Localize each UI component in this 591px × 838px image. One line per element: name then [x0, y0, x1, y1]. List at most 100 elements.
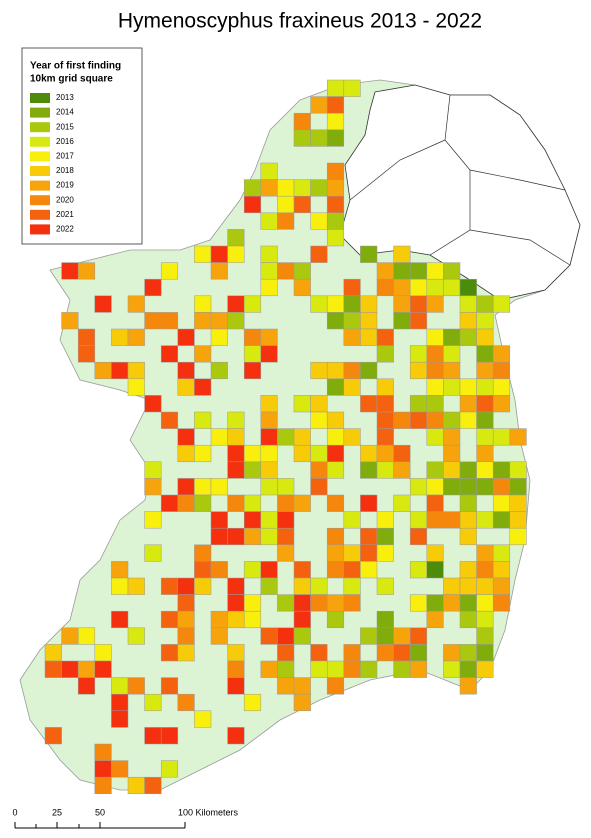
grid-square — [44, 727, 62, 745]
grid-square — [260, 511, 278, 529]
grid-square — [227, 494, 245, 512]
grid-square — [393, 262, 411, 280]
grid-square — [393, 644, 411, 662]
grid-square — [177, 328, 195, 346]
grid-square — [459, 494, 477, 512]
legend-items: 2013 2014 2015 2016 2017 2018 2019 2020 2021 2022 — [30, 93, 74, 235]
grid-square — [476, 561, 494, 579]
grid-square — [509, 511, 527, 529]
grid-square — [194, 444, 212, 463]
grid-square — [459, 644, 477, 662]
grid-square — [492, 544, 511, 562]
legend-swatch — [30, 122, 50, 133]
grid-square — [144, 312, 162, 330]
grid-square — [260, 411, 278, 429]
grid-square — [426, 395, 444, 413]
grid-square — [160, 345, 179, 363]
grid-square — [376, 278, 394, 297]
grid-square — [293, 195, 311, 214]
grid-square — [277, 262, 295, 280]
grid-square — [243, 361, 262, 380]
grid-square — [343, 428, 361, 446]
grid-square — [426, 511, 444, 529]
grid-square — [443, 461, 461, 479]
grid-square — [227, 411, 245, 429]
county-borders — [349, 94, 571, 266]
grid-square — [459, 478, 477, 496]
grid-square — [260, 527, 278, 546]
grid-square — [426, 610, 444, 629]
grid-square — [326, 610, 345, 629]
grid-square — [177, 610, 195, 629]
grid-square — [360, 444, 378, 463]
grid-square — [177, 627, 195, 645]
grid-square — [194, 561, 212, 579]
grid-square — [77, 262, 96, 280]
grid-square — [326, 295, 345, 313]
grid-square — [360, 544, 378, 562]
grid-square — [277, 494, 295, 512]
grid-square — [310, 395, 328, 413]
grid-square — [260, 660, 278, 678]
grid-square — [459, 677, 477, 695]
grid-square — [409, 644, 428, 662]
grid-square — [277, 644, 295, 662]
grid-square — [227, 295, 245, 313]
grid-square — [177, 444, 195, 463]
grid-square — [443, 644, 461, 662]
grid-square — [393, 278, 411, 297]
grid-square — [326, 179, 345, 197]
grid-square — [210, 428, 228, 446]
grid-square — [443, 511, 461, 529]
legend-label: 2016 — [56, 137, 74, 146]
grid-square — [376, 345, 394, 363]
grid-square — [293, 677, 311, 695]
grid-square — [409, 312, 428, 330]
grid-square — [293, 179, 311, 197]
grid-square — [326, 544, 345, 562]
grid-square — [443, 594, 461, 612]
grid-square — [227, 461, 245, 479]
grid-square — [160, 577, 179, 595]
grid-square — [94, 361, 112, 380]
grid-square — [160, 411, 179, 429]
grid-square — [376, 644, 394, 662]
grid-square — [194, 544, 212, 562]
grid-square — [343, 378, 361, 396]
grid-square — [243, 461, 262, 479]
grid-square — [343, 544, 361, 562]
grid-square — [376, 610, 394, 629]
grid-square — [277, 212, 295, 230]
grid-square — [310, 129, 328, 147]
grid-square — [77, 627, 96, 645]
grid-square — [343, 295, 361, 313]
grid-square — [376, 428, 394, 446]
grid-square — [210, 245, 228, 263]
grid-square — [277, 511, 295, 529]
grid-square — [293, 594, 311, 612]
grid-square — [243, 444, 262, 463]
grid-square — [426, 594, 444, 612]
grid-square — [310, 179, 328, 197]
grid-square — [160, 727, 179, 745]
grid-square — [160, 760, 179, 778]
grid-square — [260, 577, 278, 595]
grid-square — [459, 328, 477, 346]
grid-square — [376, 527, 394, 546]
grid-square — [160, 610, 179, 629]
grid-square — [426, 461, 444, 479]
grid-square — [376, 262, 394, 280]
grid-square — [360, 312, 378, 330]
legend-label: 2013 — [56, 93, 74, 102]
grid-square — [243, 610, 262, 629]
grid-square — [144, 511, 162, 529]
grid-square — [310, 478, 328, 496]
grid-square — [459, 594, 477, 612]
grid-square — [409, 660, 428, 678]
grid-square — [277, 677, 295, 695]
grid-square — [459, 278, 477, 297]
grid-square — [210, 511, 228, 529]
grid-square — [443, 428, 461, 446]
grid-square — [393, 411, 411, 429]
grid-square — [260, 395, 278, 413]
